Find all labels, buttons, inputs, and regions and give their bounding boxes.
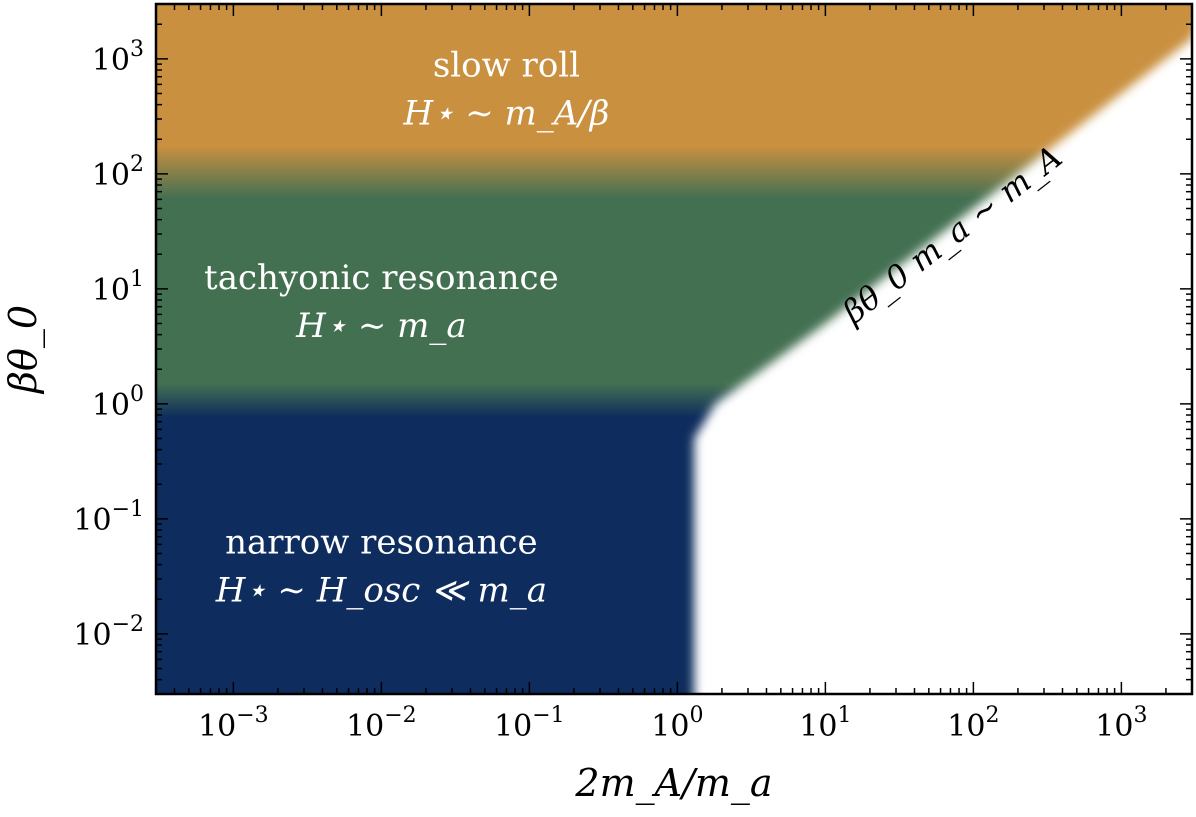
tachyonic-resonance-label: tachyonic resonance [204, 258, 559, 298]
x-tick-label: 10−1 [494, 703, 565, 744]
slow-roll-label: slow roll [433, 46, 580, 86]
x-tick-label: 101 [799, 703, 851, 744]
narrow-resonance-label: narrow resonance [225, 522, 538, 562]
slow-roll-formula: H⋆ ∼ m_A/β [402, 94, 609, 134]
axis-ticks [155, 3, 1193, 695]
tachyonic-resonance-formula: H⋆ ∼ m_a [295, 306, 467, 346]
boundary-white-region [694, 38, 1192, 694]
narrow-resonance-formula: H⋆ ∼ H_osc ≪ m_a [215, 570, 547, 610]
y-tick-label: 102 [92, 152, 144, 193]
y-tick-label: 101 [92, 267, 144, 308]
x-tick-labels: 10−3 10−2 10−1 100 101 102 103 [198, 703, 1147, 744]
x-axis-label: 2m_A/m_a [574, 761, 772, 806]
x-tick-label: 10−3 [198, 703, 269, 744]
y-tick-label: 10−1 [73, 497, 144, 538]
y-tick-label: 10−2 [73, 612, 144, 653]
x-tick-label: 100 [651, 703, 703, 744]
y-axis-label: βθ_0 [1, 305, 46, 395]
y-tick-labels: 10−2 10−1 100 101 102 103 [73, 37, 144, 653]
x-tick-label: 10−2 [346, 703, 417, 744]
y-tick-label: 100 [92, 382, 144, 423]
y-tick-label: 103 [92, 37, 144, 78]
x-tick-label: 102 [947, 703, 999, 744]
x-tick-label: 103 [1095, 703, 1147, 744]
